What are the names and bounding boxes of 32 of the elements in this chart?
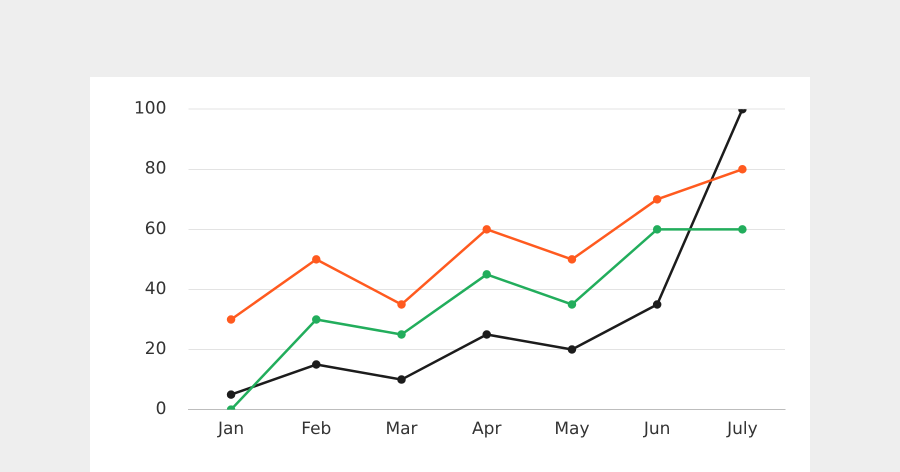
x-tick-label: Apr [472, 419, 502, 440]
x-tick-label: Jan [216, 419, 244, 440]
x-tick-label: July [726, 419, 758, 440]
point [652, 195, 662, 204]
point [312, 315, 321, 324]
point [482, 270, 491, 279]
point [568, 345, 576, 354]
point [312, 360, 321, 369]
point [652, 225, 662, 234]
y-tick-label: 40 [144, 278, 166, 299]
y-tick-label: 0 [156, 399, 166, 420]
point [738, 165, 747, 174]
point [738, 225, 747, 234]
point [226, 390, 236, 399]
y-tick-label: 100 [134, 98, 166, 119]
point [568, 255, 576, 264]
y-tick-label: 20 [144, 338, 166, 359]
x-tick-label: May [554, 419, 590, 440]
y-tick-label: 60 [144, 218, 166, 239]
x-tick-label: Mar [385, 419, 418, 440]
x-tick-label: Jun [642, 419, 670, 440]
point [312, 255, 321, 264]
point [482, 225, 491, 234]
point [568, 300, 576, 309]
point [397, 300, 406, 309]
point [482, 330, 491, 339]
point [652, 300, 662, 309]
x-tick-label: Feb [301, 419, 332, 440]
point [226, 315, 236, 324]
point [397, 375, 406, 384]
point [397, 330, 406, 339]
y-tick-label: 80 [144, 158, 166, 179]
